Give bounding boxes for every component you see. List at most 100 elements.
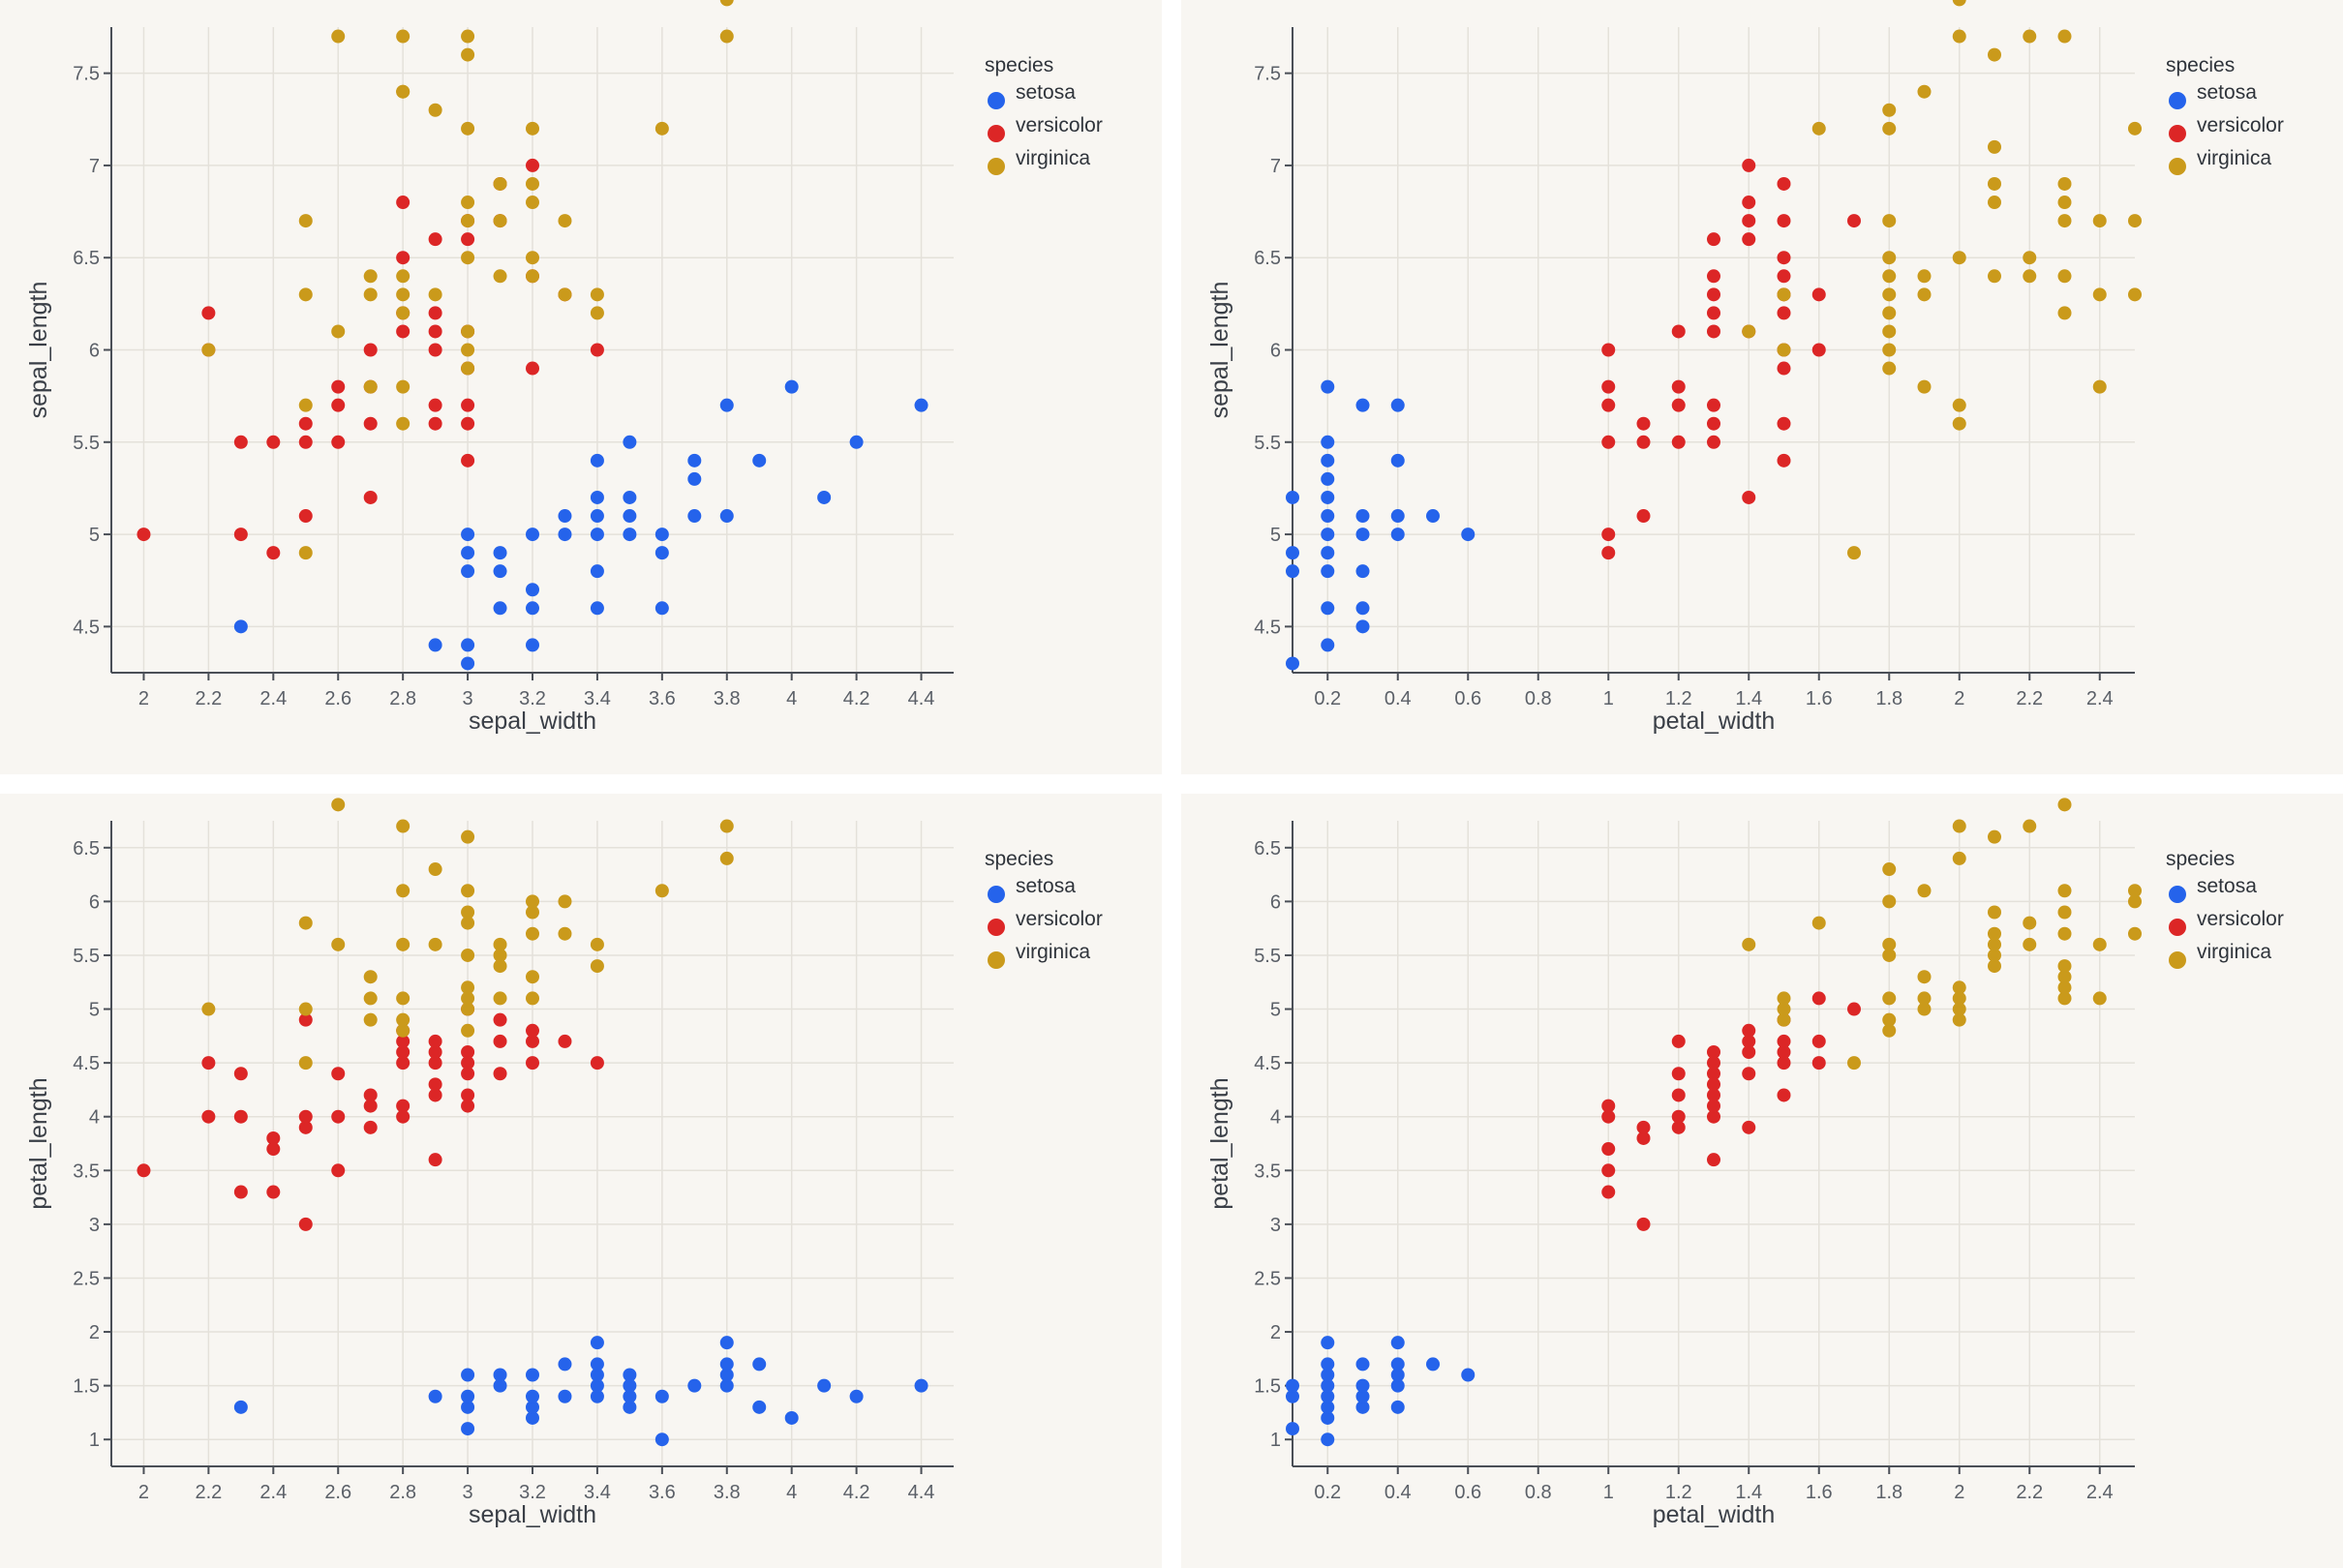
point-virginica bbox=[363, 1012, 378, 1027]
point-setosa bbox=[1461, 528, 1476, 542]
x-tick-label: 2.6 bbox=[324, 688, 351, 709]
point-virginica bbox=[428, 287, 442, 302]
point-versicolor bbox=[1671, 435, 1686, 449]
point-setosa bbox=[1286, 1389, 1299, 1403]
point-versicolor bbox=[1671, 1067, 1686, 1081]
point-versicolor bbox=[1707, 1153, 1720, 1167]
y-tick-label: 3.5 bbox=[1254, 1161, 1281, 1182]
point-versicolor bbox=[1601, 343, 1616, 357]
point-versicolor bbox=[1742, 158, 1756, 172]
point-setosa bbox=[1321, 471, 1335, 486]
point-versicolor bbox=[1777, 453, 1791, 467]
legend-swatch-setosa bbox=[2169, 886, 2186, 903]
point-virginica bbox=[461, 980, 475, 995]
point-versicolor bbox=[396, 251, 411, 265]
point-virginica bbox=[493, 948, 507, 962]
point-versicolor bbox=[428, 1045, 442, 1060]
point-setosa bbox=[526, 1389, 539, 1403]
point-virginica bbox=[461, 1023, 475, 1038]
point-versicolor bbox=[201, 306, 216, 320]
point-versicolor bbox=[1671, 1034, 1686, 1048]
point-setosa bbox=[623, 509, 637, 524]
point-versicolor bbox=[201, 1056, 216, 1070]
x-tick-label: 4.4 bbox=[908, 688, 935, 709]
x-axis-title: sepal_width bbox=[469, 708, 596, 735]
point-virginica bbox=[1952, 398, 1966, 412]
x-tick-label: 0.6 bbox=[1454, 688, 1481, 709]
point-versicolor bbox=[331, 1109, 346, 1124]
point-setosa bbox=[428, 1389, 442, 1403]
point-setosa bbox=[558, 1389, 572, 1403]
point-virginica bbox=[1952, 851, 1966, 865]
x-tick-label: 0.6 bbox=[1454, 1482, 1481, 1503]
point-setosa bbox=[428, 638, 442, 652]
point-versicolor bbox=[363, 343, 378, 357]
point-setosa bbox=[1355, 619, 1370, 634]
x-axis-title: petal_width bbox=[1653, 1501, 1775, 1528]
point-virginica bbox=[1882, 103, 1897, 117]
point-virginica bbox=[1917, 991, 1932, 1006]
point-versicolor bbox=[428, 324, 442, 339]
point-setosa bbox=[1321, 1410, 1335, 1425]
point-virginica bbox=[1777, 1002, 1791, 1016]
point-setosa bbox=[654, 528, 669, 542]
y-tick-label: 6 bbox=[1270, 891, 1281, 913]
x-tick-label: 2.8 bbox=[389, 688, 416, 709]
y-tick-label: 6 bbox=[1270, 341, 1281, 362]
y-axis-title: petal_length bbox=[25, 1077, 52, 1209]
point-virginica bbox=[1882, 251, 1897, 265]
x-tick-label: 3.2 bbox=[519, 688, 546, 709]
point-virginica bbox=[2057, 884, 2072, 898]
point-virginica bbox=[1777, 1012, 1791, 1027]
x-tick-label: 1 bbox=[1603, 688, 1614, 709]
point-setosa bbox=[719, 1357, 734, 1372]
point-setosa bbox=[461, 656, 475, 671]
point-virginica bbox=[526, 196, 539, 210]
x-tick-label: 3.8 bbox=[714, 1482, 741, 1503]
y-tick-label: 6 bbox=[89, 341, 100, 362]
point-virginica bbox=[331, 29, 346, 44]
y-tick-label: 7 bbox=[89, 156, 100, 177]
point-versicolor bbox=[233, 1109, 248, 1124]
point-versicolor bbox=[1777, 176, 1791, 191]
x-tick-label: 3.8 bbox=[714, 688, 741, 709]
point-setosa bbox=[623, 435, 637, 449]
legend-label-virginica: virginica bbox=[1016, 147, 1090, 169]
point-virginica bbox=[396, 819, 411, 833]
point-versicolor bbox=[461, 453, 475, 467]
point-versicolor bbox=[1742, 214, 1756, 228]
point-virginica bbox=[1917, 1002, 1932, 1016]
legend-label-versicolor: versicolor bbox=[2197, 908, 2284, 930]
point-versicolor bbox=[363, 416, 378, 431]
point-setosa bbox=[1321, 435, 1335, 449]
point-versicolor bbox=[396, 1045, 411, 1060]
legend-swatch-setosa bbox=[988, 886, 1005, 903]
point-setosa bbox=[590, 1368, 604, 1382]
point-versicolor bbox=[1777, 1056, 1791, 1070]
point-setosa bbox=[590, 1357, 604, 1372]
point-setosa bbox=[1286, 490, 1299, 504]
point-virginica bbox=[1952, 980, 1966, 995]
point-virginica bbox=[1882, 1023, 1897, 1038]
point-virginica bbox=[2057, 991, 2072, 1006]
legend-label-versicolor: versicolor bbox=[1016, 114, 1103, 136]
point-versicolor bbox=[1636, 416, 1651, 431]
point-versicolor bbox=[428, 398, 442, 412]
point-setosa bbox=[1355, 509, 1370, 524]
axes: 0.2 0.4 0.6 0.8 1 1.2 1.4 1.6 1.8 2 2.2 2.4 1 1.5 2 2.5… bbox=[1254, 821, 2135, 1503]
point-versicolor bbox=[396, 1056, 411, 1070]
point-virginica bbox=[654, 121, 669, 136]
point-virginica bbox=[363, 287, 378, 302]
point-virginica bbox=[1988, 948, 2001, 962]
scatter-plot-3: 2 2.2 2.4 2.6 2.8 3 3.2 3.4 3.6 3.8 4 4.2 4.4 1 1.5 2 2.… bbox=[25, 798, 1103, 1528]
point-virginica bbox=[461, 343, 475, 357]
x-tick-label: 3.2 bbox=[519, 1482, 546, 1503]
point-setosa bbox=[558, 509, 572, 524]
point-setosa bbox=[623, 528, 637, 542]
y-tick-label: 4.5 bbox=[1254, 617, 1281, 638]
point-versicolor bbox=[1777, 269, 1791, 284]
point-versicolor bbox=[590, 1056, 604, 1070]
point-setosa bbox=[1321, 490, 1335, 504]
point-versicolor bbox=[1671, 1120, 1686, 1134]
legend-swatch-versicolor bbox=[2169, 919, 2186, 936]
